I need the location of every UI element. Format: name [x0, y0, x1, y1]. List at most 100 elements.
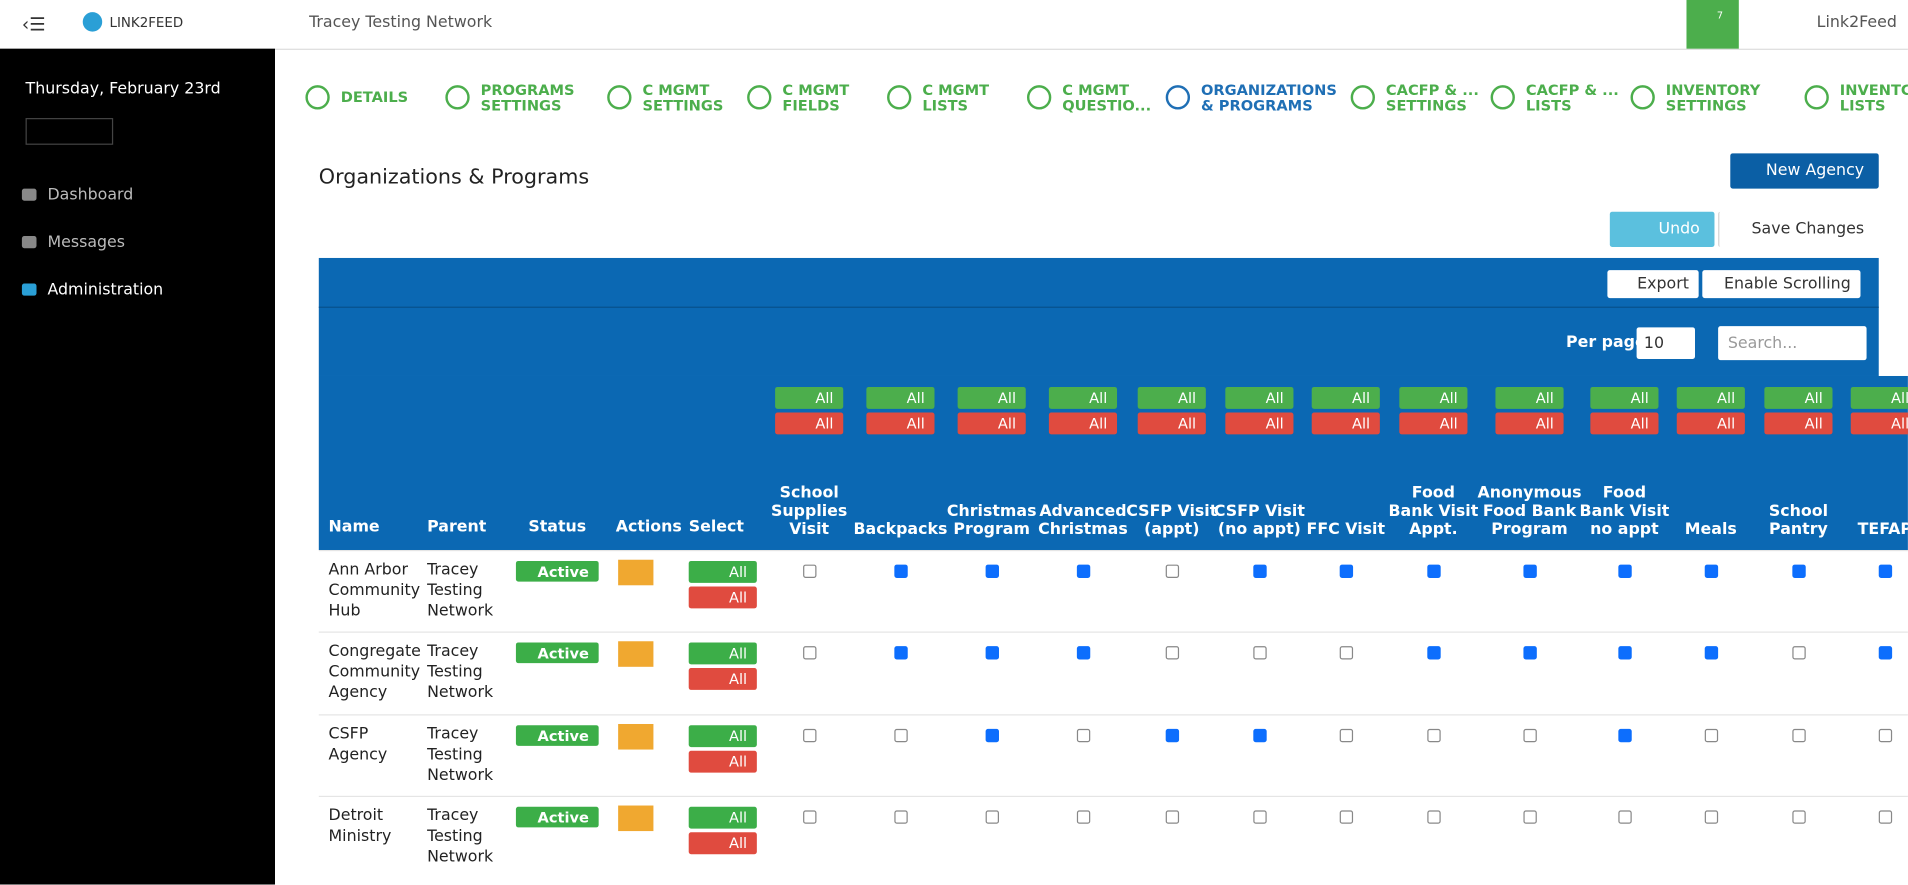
checkbox[interactable]	[1253, 728, 1267, 743]
tab-label[interactable]: C MGMT QUESTIO...	[1062, 81, 1152, 115]
select-all-button[interactable]: All	[1676, 386, 1745, 409]
checkbox[interactable]	[1618, 646, 1632, 660]
deselect-all-button[interactable]: All	[957, 412, 1026, 435]
column-header[interactable]: Actions	[615, 518, 682, 537]
row-select-all-button[interactable]: All	[688, 560, 757, 583]
checkbox[interactable]	[803, 564, 817, 578]
select-all-button[interactable]: All	[1137, 386, 1206, 409]
nav-item[interactable]: Dashboard	[47, 186, 134, 205]
checkbox[interactable]	[1339, 646, 1354, 660]
row-deselect-all-button[interactable]: All	[688, 668, 757, 690]
save-button[interactable]: Save Changes	[1718, 211, 1876, 248]
new-agency-button[interactable]: New Agency	[1730, 153, 1879, 189]
nav-item[interactable]: Messages	[47, 233, 126, 252]
checkbox[interactable]	[985, 728, 999, 743]
edit-button[interactable]	[618, 559, 654, 586]
checkbox[interactable]	[803, 646, 817, 660]
checkbox[interactable]	[1339, 564, 1354, 578]
checkbox[interactable]	[1076, 728, 1091, 743]
column-header[interactable]: Meals	[1684, 520, 1737, 540]
row-deselect-all-button[interactable]: All	[688, 750, 757, 773]
checkbox[interactable]	[1165, 564, 1180, 578]
checkbox[interactable]	[1792, 810, 1806, 824]
checkbox[interactable]	[1878, 564, 1893, 578]
column-header[interactable]: Food Bank Visit no appt	[1579, 484, 1670, 540]
checkbox[interactable]	[803, 810, 817, 824]
checkbox[interactable]	[1253, 646, 1267, 660]
row-select-all-button[interactable]: All	[688, 725, 757, 748]
select-all-button[interactable]: All	[866, 386, 935, 409]
checkbox[interactable]	[1165, 728, 1180, 743]
column-header[interactable]: School Pantry	[1768, 502, 1829, 540]
select-all-button[interactable]: All	[775, 386, 844, 409]
checkbox[interactable]	[894, 810, 908, 824]
checkbox[interactable]	[985, 564, 999, 578]
row-select-all-button[interactable]: All	[688, 642, 757, 665]
deselect-all-button[interactable]: All	[1225, 412, 1294, 435]
deselect-all-button[interactable]: All	[866, 412, 935, 435]
checkbox[interactable]	[1704, 728, 1719, 743]
checkbox[interactable]	[1165, 810, 1180, 824]
tab-label[interactable]: CACFP & ... SETTINGS	[1385, 81, 1479, 115]
checkbox[interactable]	[1704, 564, 1719, 578]
tab-label[interactable]: ORGANIZATIONS & PROGRAMS	[1200, 81, 1337, 115]
checkbox[interactable]	[1878, 646, 1893, 660]
tab-label[interactable]: CACFP & ... LISTS	[1525, 81, 1619, 115]
checkbox[interactable]	[1253, 564, 1267, 578]
column-header[interactable]: Anonymous Food Bank Program	[1477, 484, 1582, 540]
checkbox[interactable]	[1165, 646, 1180, 660]
select-all-button[interactable]: All	[1048, 386, 1118, 409]
select-all-button[interactable]: All	[1399, 386, 1468, 409]
checkbox[interactable]	[1618, 564, 1632, 578]
column-header[interactable]: TEFAP	[1857, 520, 1908, 540]
column-header[interactable]: CSFP Visit (no appt)	[1213, 502, 1305, 540]
export-button[interactable]: Export	[1607, 270, 1699, 299]
tab-label[interactable]: PROGRAMS SETTINGS	[480, 81, 575, 115]
select-all-button[interactable]: All	[1311, 386, 1380, 409]
checkbox[interactable]	[1339, 810, 1354, 824]
select-all-button[interactable]: All	[957, 386, 1026, 409]
select-all-button[interactable]: All	[1495, 386, 1564, 409]
row-select-all-button[interactable]: All	[688, 806, 757, 829]
tab-label[interactable]: INVENTORY SETTINGS	[1665, 81, 1761, 115]
checkbox[interactable]	[1427, 646, 1441, 660]
menu-toggle[interactable]: ‹☰	[21, 13, 46, 36]
checkbox[interactable]	[1792, 564, 1806, 578]
select-all-button[interactable]: All	[1850, 386, 1908, 409]
column-header[interactable]: Christmas Program	[946, 502, 1037, 540]
checkbox[interactable]	[1076, 810, 1091, 824]
nav-item[interactable]: Administration	[47, 281, 164, 300]
edit-button[interactable]	[618, 641, 654, 667]
checkbox[interactable]	[894, 646, 908, 660]
user-menu[interactable]: Link2Feed	[1816, 13, 1897, 32]
column-header[interactable]: Parent	[427, 518, 487, 537]
column-header[interactable]: Name	[328, 518, 380, 537]
column-header[interactable]: Status	[528, 518, 587, 537]
checkbox[interactable]	[1427, 810, 1441, 824]
select-all-button[interactable]: All	[1590, 386, 1659, 409]
checkbox[interactable]	[1076, 646, 1091, 660]
checkbox[interactable]	[1523, 564, 1537, 578]
scroll-button[interactable]: Enable Scrolling	[1702, 270, 1861, 299]
deselect-all-button[interactable]: All	[1495, 412, 1564, 435]
network-name[interactable]: Tracey Testing Network	[309, 13, 493, 32]
column-header[interactable]: Food Bank Visit Appt.	[1388, 484, 1479, 540]
checkbox[interactable]	[1339, 728, 1354, 743]
checkbox[interactable]	[1523, 728, 1537, 743]
checkbox[interactable]	[1427, 564, 1441, 578]
column-header[interactable]: Backpacks	[853, 520, 948, 540]
checkbox[interactable]	[1523, 810, 1537, 824]
undo-button[interactable]: Undo	[1609, 211, 1715, 248]
tab-label[interactable]: C MGMT SETTINGS	[642, 81, 724, 115]
deselect-all-button[interactable]: All	[1676, 412, 1745, 435]
select-all-button[interactable]: All	[1764, 386, 1833, 409]
deselect-all-button[interactable]: All	[1311, 412, 1380, 435]
tab-label[interactable]: C MGMT FIELDS	[782, 81, 850, 115]
column-header[interactable]: FFC Visit	[1306, 520, 1386, 540]
checkbox[interactable]	[1076, 564, 1091, 578]
checkbox[interactable]	[1427, 728, 1441, 743]
deselect-all-button[interactable]: All	[1850, 412, 1908, 435]
checkbox[interactable]	[1523, 646, 1537, 660]
checkbox[interactable]	[1704, 810, 1719, 824]
select-all-button[interactable]: All	[1225, 386, 1294, 409]
